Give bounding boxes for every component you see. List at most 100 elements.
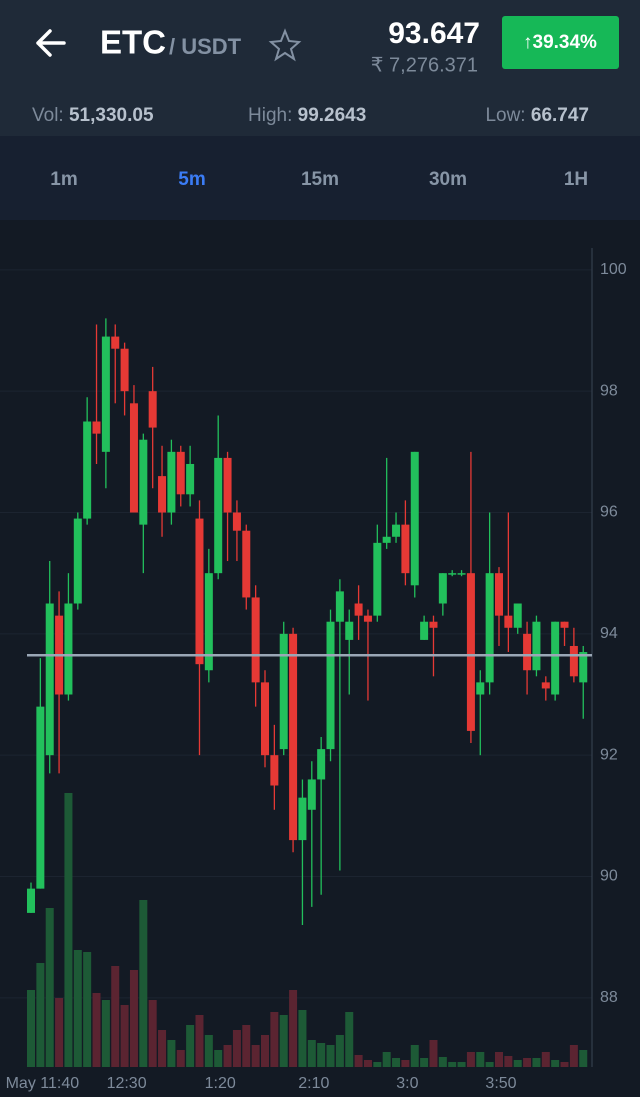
volume-bar: [317, 1043, 326, 1067]
volume-bar: [298, 1010, 307, 1067]
volume-bar: [45, 908, 54, 1067]
volume-bar: [232, 1030, 241, 1067]
low-value: 66.747: [531, 105, 589, 126]
candle-body: [466, 573, 475, 731]
volume-bar: [55, 998, 64, 1067]
candle-body: [242, 530, 251, 598]
candle-body: [214, 457, 223, 574]
volume-bar: [523, 1058, 532, 1067]
volume-bar: [148, 1000, 157, 1067]
tab[interactable]: 5m: [178, 169, 205, 190]
x-tick-label: 12:30: [107, 1075, 147, 1092]
tab[interactable]: 30m: [429, 169, 467, 190]
vol-stat: Vol: 51,330.05: [32, 105, 154, 126]
volume-bar: [64, 793, 73, 1067]
volume-bar: [36, 963, 45, 1067]
volume-bar: [242, 1025, 251, 1067]
candle-body: [148, 391, 157, 428]
pair-quote: / USDT: [169, 34, 242, 59]
y-tick-label: 94: [600, 625, 618, 642]
volume-bar: [27, 990, 35, 1067]
volume-bar: [401, 1060, 410, 1067]
low-label: Low:: [485, 105, 525, 126]
volume-bar: [326, 1045, 335, 1067]
candle-body: [541, 682, 550, 689]
candle-body: [279, 633, 288, 750]
tab[interactable]: 1m: [50, 169, 77, 190]
candle-body: [551, 621, 560, 695]
candle-body: [457, 573, 466, 575]
low-stat: Low: 66.747: [485, 105, 589, 126]
y-tick-label: 88: [600, 989, 618, 1006]
candle-body: [448, 573, 457, 575]
volume-bar: [251, 1045, 260, 1067]
candle-body: [363, 615, 372, 622]
candle-body: [317, 749, 326, 780]
volume-bar: [504, 1056, 513, 1067]
volume-bar: [214, 1050, 223, 1067]
candle-body: [64, 603, 73, 695]
candle-body: [186, 463, 195, 495]
volume-bar: [73, 950, 82, 1067]
volume-bar: [579, 1050, 588, 1067]
change-badge: [502, 16, 619, 69]
high-value: 99.2643: [298, 105, 367, 126]
candle-body: [401, 524, 410, 574]
price-inr: ₹ 7,276.371: [371, 54, 478, 76]
candle-body: [523, 633, 532, 671]
y-tick-label: 90: [600, 868, 618, 885]
volume-bar: [485, 1062, 494, 1067]
tab[interactable]: 1H: [564, 169, 588, 190]
volume-bar: [139, 900, 148, 1067]
candle-body: [335, 591, 344, 622]
x-tick-label: 3:50: [485, 1075, 516, 1092]
candle-body: [392, 524, 401, 537]
volume-bar: [560, 1062, 569, 1067]
volume-bar: [195, 1015, 204, 1067]
volume-bar: [392, 1058, 401, 1067]
candle-body: [101, 336, 110, 452]
volume-bar: [373, 1062, 382, 1067]
favorite-star[interactable]: [268, 28, 302, 62]
candle-body: [251, 597, 260, 683]
x-tick-label: 3:0: [396, 1075, 418, 1092]
candle-body: [223, 457, 232, 513]
candle-body: [326, 621, 335, 750]
volume-bar: [176, 1050, 185, 1067]
candle-body: [120, 348, 129, 392]
volume-bar: [223, 1045, 232, 1067]
candle-body: [579, 652, 588, 683]
candle-body: [485, 573, 494, 683]
vol-label: Vol:: [32, 105, 64, 126]
volume-bar: [92, 993, 101, 1067]
candle-body: [92, 421, 101, 434]
volume-bar: [448, 1062, 457, 1067]
candle-body: [569, 645, 578, 677]
volume-bar: [382, 1052, 391, 1067]
back-button[interactable]: [36, 29, 66, 57]
volume-bar: [307, 1040, 316, 1067]
volume-bar: [354, 1055, 363, 1067]
volume-bar: [495, 1052, 503, 1067]
y-tick-label: 96: [600, 504, 618, 521]
volume-bar: [532, 1058, 541, 1067]
candle-body: [45, 603, 54, 756]
candle-body: [139, 439, 148, 525]
volume-bar: [186, 1025, 195, 1067]
volume-bar: [457, 1062, 466, 1067]
tab[interactable]: 15m: [301, 169, 339, 190]
x-tick-label: 1:20: [205, 1075, 236, 1092]
candle-body: [532, 621, 541, 671]
candle-body: [261, 682, 269, 756]
candle-body: [354, 603, 363, 616]
high-label: High:: [248, 105, 292, 126]
candle-body: [476, 682, 485, 695]
candle-body: [382, 536, 391, 543]
high-stat: High: 99.2643: [248, 105, 366, 126]
candle-body: [504, 615, 513, 628]
pair-base: ETC: [100, 24, 166, 61]
candle-body: [429, 621, 438, 628]
volume-bar: [158, 1030, 167, 1067]
candle-body: [129, 403, 138, 513]
